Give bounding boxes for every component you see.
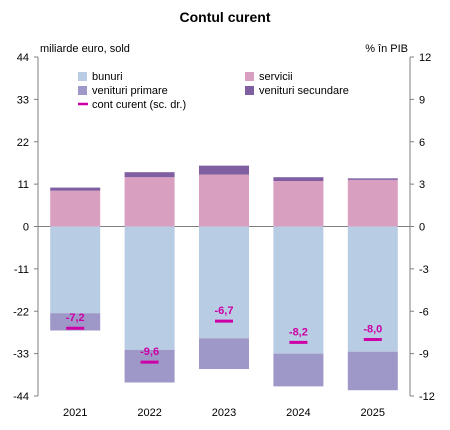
left-tick-label: 44 bbox=[17, 52, 29, 64]
legend-swatch bbox=[78, 86, 87, 95]
x-tick-label: 2021 bbox=[63, 407, 87, 419]
right-tick-label: -12 bbox=[419, 391, 435, 403]
legend: bunuri servicii venituri primare venituri s… bbox=[78, 71, 349, 111]
current-account-data-label: -8,2 bbox=[289, 326, 308, 338]
bar-segment bbox=[124, 349, 175, 383]
bar-segment bbox=[50, 313, 101, 331]
bar-segment bbox=[199, 226, 249, 339]
bar-segment bbox=[273, 181, 324, 227]
bar-segment bbox=[50, 187, 101, 191]
left-tick-label: -44 bbox=[13, 391, 29, 403]
plot-area: 44 33 22 11 0 -11 -22 -33 -44 12 9 6 3 0 -3 -6 -9 -12 2021… bbox=[13, 52, 435, 419]
current-account-data-label: -7,2 bbox=[66, 312, 85, 324]
right-tick-label: 6 bbox=[419, 137, 425, 149]
x-tick-label: 2025 bbox=[361, 407, 385, 419]
x-tick-label: 2024 bbox=[286, 407, 310, 419]
bar-segment bbox=[199, 174, 249, 227]
bar-segment bbox=[347, 351, 398, 391]
bar-segment bbox=[347, 178, 398, 180]
legend-swatch bbox=[78, 72, 87, 81]
left-axis-unit: miliarde euro, sold bbox=[40, 43, 130, 55]
left-tick-label: 11 bbox=[18, 179, 29, 191]
legend-label: cont curent (sc. dr.) bbox=[92, 99, 186, 111]
right-tick-label: -6 bbox=[419, 306, 429, 318]
bar-segment bbox=[124, 172, 175, 178]
right-tick-label: 9 bbox=[419, 94, 425, 106]
bar-segment bbox=[199, 338, 249, 370]
current-account-data-label: -8,0 bbox=[363, 324, 382, 336]
bar-segment bbox=[199, 165, 249, 175]
legend-swatch bbox=[245, 86, 254, 95]
left-tick-label: 0 bbox=[23, 222, 29, 234]
bar-segment bbox=[273, 177, 324, 182]
current-account-data-label: -6,7 bbox=[215, 305, 234, 317]
bar-segment bbox=[124, 226, 175, 350]
bar-segment bbox=[124, 177, 175, 227]
x-tick-label: 2023 bbox=[212, 407, 236, 419]
chart-title: Contul curent bbox=[180, 9, 271, 25]
bar-segment bbox=[273, 353, 324, 387]
left-tick-label: -22 bbox=[13, 306, 29, 318]
bar-segment bbox=[273, 226, 324, 354]
legend-label: bunuri bbox=[92, 71, 123, 83]
bar-segment bbox=[347, 179, 398, 227]
right-tick-label: 0 bbox=[419, 222, 425, 234]
left-tick-label: -33 bbox=[13, 349, 29, 361]
legend-label: venituri secundare bbox=[259, 85, 349, 97]
bar-segment bbox=[50, 190, 101, 227]
left-tick-label: -11 bbox=[14, 264, 29, 276]
right-tick-label: 3 bbox=[419, 179, 425, 191]
legend-label: venituri primare bbox=[92, 85, 168, 97]
legend-label: servicii bbox=[259, 71, 293, 83]
bar-segment bbox=[347, 226, 398, 352]
bar-segment bbox=[50, 226, 101, 314]
legend-swatch bbox=[245, 72, 254, 81]
right-tick-label: -3 bbox=[419, 264, 429, 276]
right-tick-label: 12 bbox=[419, 52, 431, 64]
current-account-data-label: -9,6 bbox=[140, 346, 159, 358]
left-tick-label: 33 bbox=[17, 94, 29, 106]
right-tick-label: -9 bbox=[419, 349, 429, 361]
right-axis-unit: % în PIB bbox=[365, 43, 408, 55]
x-tick-label: 2022 bbox=[137, 407, 161, 419]
left-tick-label: 22 bbox=[17, 137, 29, 149]
